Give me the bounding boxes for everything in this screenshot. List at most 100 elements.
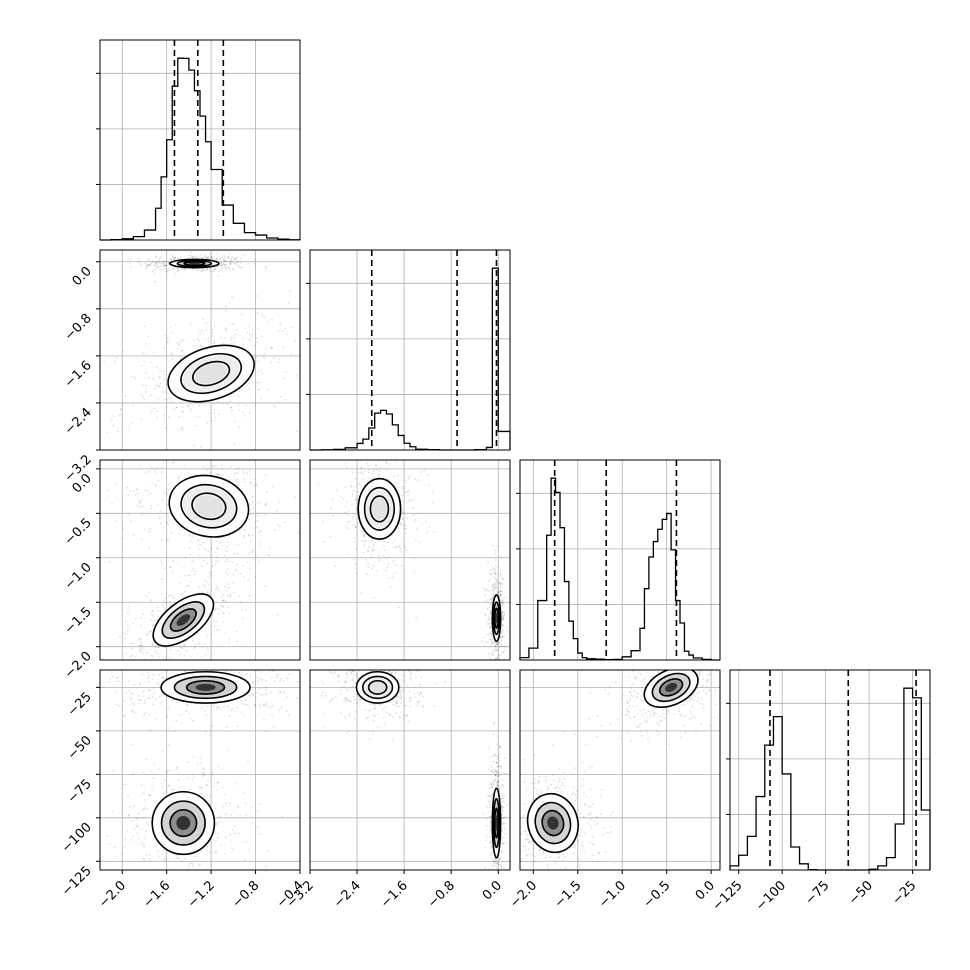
sample-point bbox=[188, 872, 190, 874]
sample-point bbox=[283, 691, 286, 694]
sample-point bbox=[246, 472, 249, 474]
sample-point bbox=[216, 540, 219, 542]
sample-point bbox=[215, 850, 218, 853]
sample-point bbox=[256, 512, 259, 514]
sample-point bbox=[198, 547, 200, 550]
sample-point bbox=[259, 671, 262, 673]
sample-point bbox=[248, 388, 250, 390]
sample-point bbox=[681, 664, 683, 666]
sample-point bbox=[495, 868, 498, 870]
sample-point bbox=[140, 784, 143, 786]
sample-point bbox=[395, 546, 398, 549]
x-tick-label: −1.6 bbox=[378, 878, 411, 911]
sample-point bbox=[501, 785, 504, 788]
sample-point bbox=[241, 608, 243, 611]
sample-point bbox=[179, 653, 181, 656]
sample-point bbox=[175, 857, 178, 859]
sample-point bbox=[239, 601, 242, 604]
sample-point bbox=[137, 492, 139, 495]
y-tick-label: −2.0 bbox=[62, 649, 95, 682]
y-tick-label: −125 bbox=[59, 864, 95, 900]
sample-point bbox=[360, 471, 362, 474]
sample-point bbox=[491, 544, 494, 547]
sample-point bbox=[146, 697, 149, 699]
sample-point bbox=[409, 679, 412, 681]
sample-point bbox=[398, 716, 401, 718]
sample-point bbox=[490, 643, 493, 646]
sample-point bbox=[652, 664, 654, 666]
sample-point bbox=[563, 730, 566, 733]
sample-point bbox=[206, 256, 209, 259]
sample-point bbox=[168, 665, 170, 667]
sample-point bbox=[724, 688, 726, 690]
sample-point bbox=[497, 565, 500, 568]
sample-point bbox=[490, 795, 493, 798]
sample-point bbox=[158, 376, 161, 378]
sample-point bbox=[496, 657, 499, 659]
sample-point bbox=[493, 772, 495, 774]
contour-line bbox=[643, 670, 699, 709]
sample-point bbox=[144, 699, 146, 702]
sample-point bbox=[286, 695, 289, 698]
sample-point bbox=[331, 698, 334, 700]
sample-point bbox=[164, 264, 167, 267]
sample-point bbox=[141, 644, 144, 647]
sample-point bbox=[488, 815, 491, 818]
sample-point bbox=[181, 410, 183, 413]
sample-point bbox=[289, 290, 292, 292]
sample-point bbox=[250, 334, 253, 336]
sample-point bbox=[376, 664, 378, 666]
sample-point bbox=[227, 256, 230, 258]
sample-point bbox=[706, 685, 708, 687]
sample-point bbox=[196, 875, 198, 877]
sample-point bbox=[495, 770, 498, 773]
sample-point bbox=[222, 606, 225, 608]
sample-point bbox=[221, 468, 224, 471]
sample-point bbox=[148, 530, 151, 533]
sample-point bbox=[163, 373, 166, 376]
sample-point bbox=[344, 681, 347, 684]
sample-point bbox=[493, 568, 495, 571]
sample-point bbox=[150, 453, 152, 455]
sample-point bbox=[320, 680, 323, 683]
sample-point bbox=[691, 716, 694, 719]
sample-point bbox=[551, 744, 554, 746]
sample-point bbox=[404, 704, 407, 707]
sample-point bbox=[379, 654, 381, 656]
sample-point bbox=[503, 614, 505, 617]
sample-point bbox=[256, 456, 258, 458]
sample-point bbox=[200, 270, 203, 272]
sample-point bbox=[239, 261, 242, 264]
sample-point bbox=[134, 896, 136, 898]
sample-point bbox=[188, 574, 191, 576]
sample-point bbox=[185, 710, 188, 712]
sample-point bbox=[169, 258, 172, 261]
sample-point bbox=[120, 408, 122, 410]
sample-point bbox=[243, 480, 246, 483]
sample-point bbox=[181, 592, 184, 595]
sample-point bbox=[498, 771, 501, 774]
sample-point bbox=[418, 541, 421, 544]
sample-point bbox=[338, 674, 340, 677]
sample-point bbox=[141, 842, 144, 844]
sample-point bbox=[694, 666, 696, 668]
sample-point bbox=[197, 543, 200, 546]
sample-point bbox=[491, 566, 494, 569]
sample-point bbox=[237, 805, 240, 807]
sample-point bbox=[486, 607, 489, 610]
sample-point bbox=[721, 684, 723, 686]
sample-point bbox=[120, 503, 123, 505]
sample-point bbox=[228, 715, 231, 717]
sample-point bbox=[656, 641, 658, 643]
sample-point bbox=[201, 270, 204, 272]
sample-point bbox=[165, 790, 168, 793]
sample-point bbox=[413, 571, 415, 574]
sample-point bbox=[361, 472, 364, 475]
sample-point bbox=[294, 339, 296, 342]
sample-point bbox=[353, 439, 355, 441]
sample-point bbox=[128, 262, 131, 265]
sample-point bbox=[204, 256, 206, 258]
sample-point bbox=[491, 783, 494, 786]
panel-frame bbox=[309, 249, 511, 451]
sample-point bbox=[125, 783, 127, 786]
